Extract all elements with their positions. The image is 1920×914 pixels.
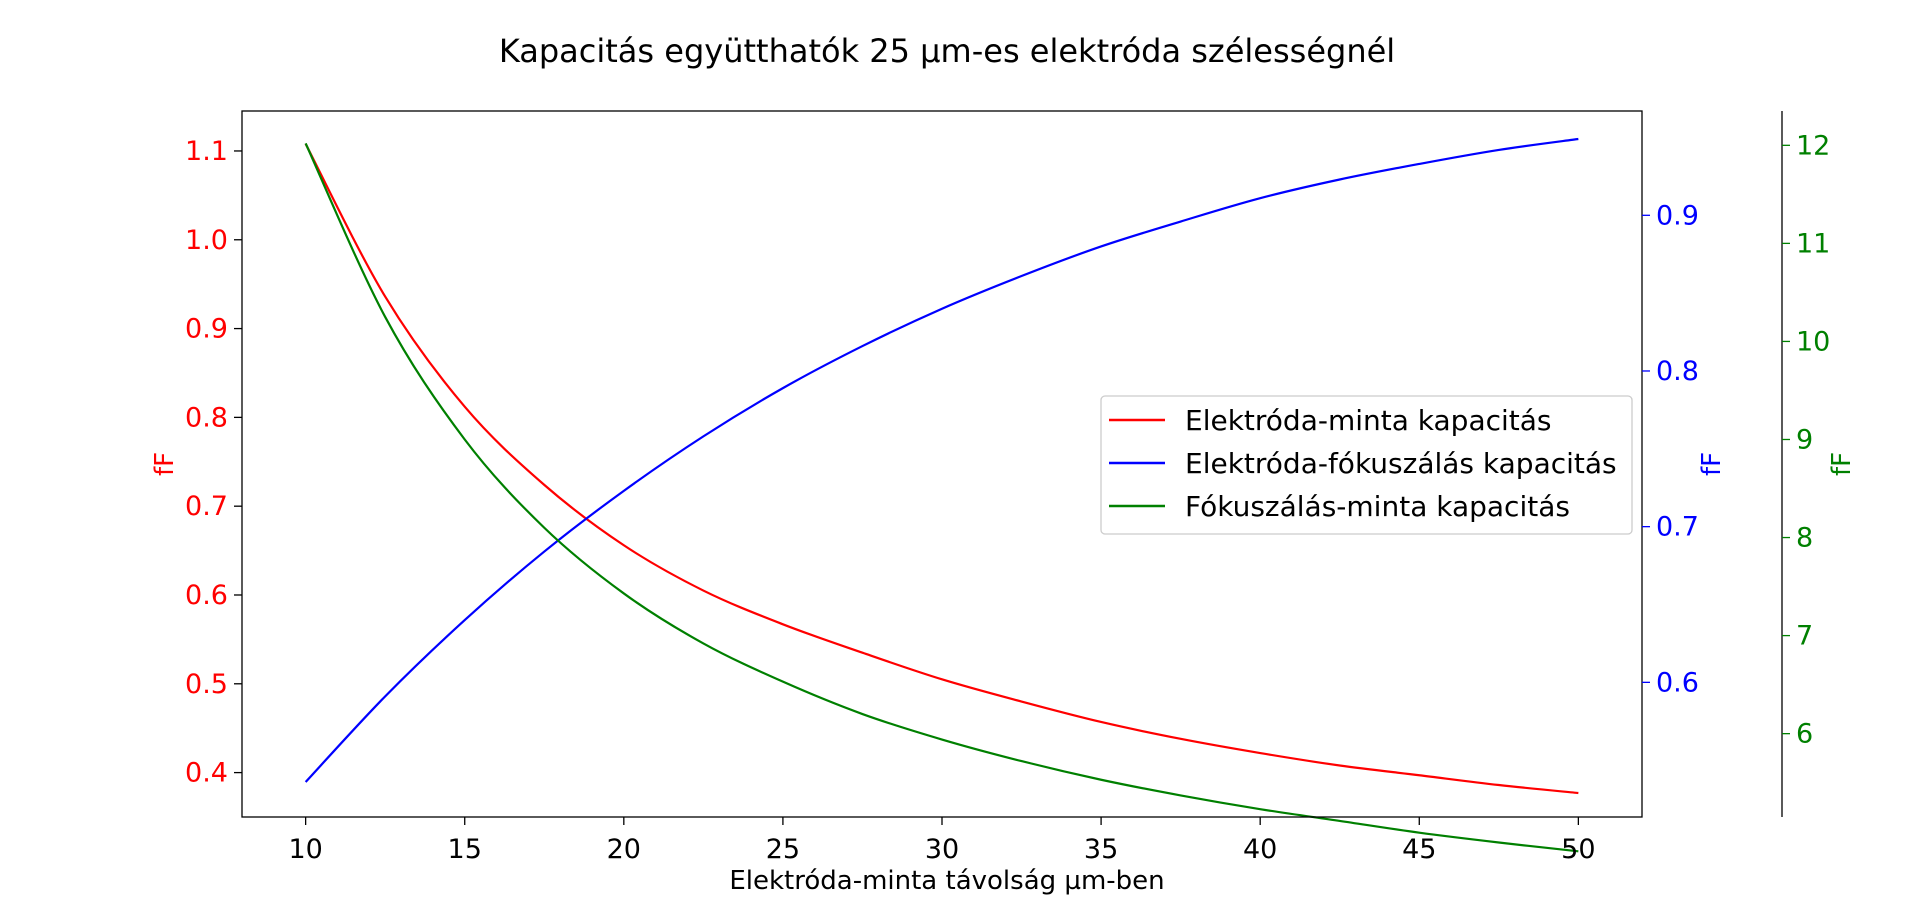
right2-y-tick-label: 6 bbox=[1796, 719, 1813, 750]
right1-y-tick-label: 0.7 bbox=[1656, 512, 1699, 543]
x-tick-label: 40 bbox=[1243, 834, 1277, 865]
legend-label: Fókuszálás-minta kapacitás bbox=[1185, 490, 1570, 523]
x-tick-label: 45 bbox=[1402, 834, 1436, 865]
legend: Elektróda-minta kapacitás Elektróda-fókus… bbox=[1100, 395, 1633, 535]
right1-y-axis-title: fF bbox=[1697, 452, 1727, 476]
right1-y-tick-label: 0.9 bbox=[1656, 200, 1699, 231]
series-line-2 bbox=[304, 137, 1579, 783]
left-y-tick-label: 0.8 bbox=[185, 402, 228, 433]
right2-y-tick-label: 12 bbox=[1796, 130, 1830, 161]
axes: 10 15 20 25 30 35 40 45 50 0.4 0.5 0.6 0.7 0.8 0.9 1.0 1… bbox=[150, 110, 1857, 865]
right1-y-tick-label: 0.8 bbox=[1656, 356, 1699, 387]
x-tick-label: 25 bbox=[766, 834, 800, 865]
right2-y-tick-label: 10 bbox=[1796, 326, 1830, 357]
plot-area bbox=[304, 137, 1579, 853]
x-tick-label: 30 bbox=[925, 834, 959, 865]
right1-y-tick-label: 0.6 bbox=[1656, 667, 1699, 698]
left-y-tick-label: 0.6 bbox=[185, 580, 228, 611]
x-tick-label: 20 bbox=[607, 834, 641, 865]
right2-y-tick-label: 7 bbox=[1796, 621, 1813, 652]
right2-y-tick-label: 11 bbox=[1796, 228, 1830, 259]
x-tick-label: 15 bbox=[448, 834, 482, 865]
right2-y-tick-label: 9 bbox=[1796, 424, 1813, 455]
legend-box bbox=[1100, 395, 1633, 535]
left-y-tick-label: 1.0 bbox=[185, 225, 228, 256]
right2-y-tick-label: 8 bbox=[1796, 523, 1813, 554]
series-line-3 bbox=[304, 142, 1579, 853]
x-tick-label: 10 bbox=[288, 834, 322, 865]
x-axis-title: Elektróda-minta távolság µm-ben bbox=[729, 866, 1164, 896]
left-y-tick-label: 1.1 bbox=[185, 136, 228, 167]
series-line-1 bbox=[304, 143, 1579, 795]
x-tick-label: 50 bbox=[1561, 834, 1595, 865]
left-y-axis-title: fF bbox=[150, 452, 180, 476]
chart-title: Kapacitás együtthatók 25 µm-es elektróda… bbox=[499, 32, 1395, 70]
right2-y-axis-title: fF bbox=[1827, 452, 1857, 476]
left-y-tick-label: 0.7 bbox=[185, 491, 228, 522]
left-y-tick-label: 0.9 bbox=[185, 314, 228, 345]
x-tick-label: 35 bbox=[1084, 834, 1118, 865]
left-y-tick-label: 0.5 bbox=[185, 669, 228, 700]
legend-label: Elektróda-minta kapacitás bbox=[1185, 404, 1552, 437]
left-y-tick-label: 0.4 bbox=[185, 758, 228, 789]
legend-label: Elektróda-fókuszálás kapacitás bbox=[1185, 447, 1617, 480]
